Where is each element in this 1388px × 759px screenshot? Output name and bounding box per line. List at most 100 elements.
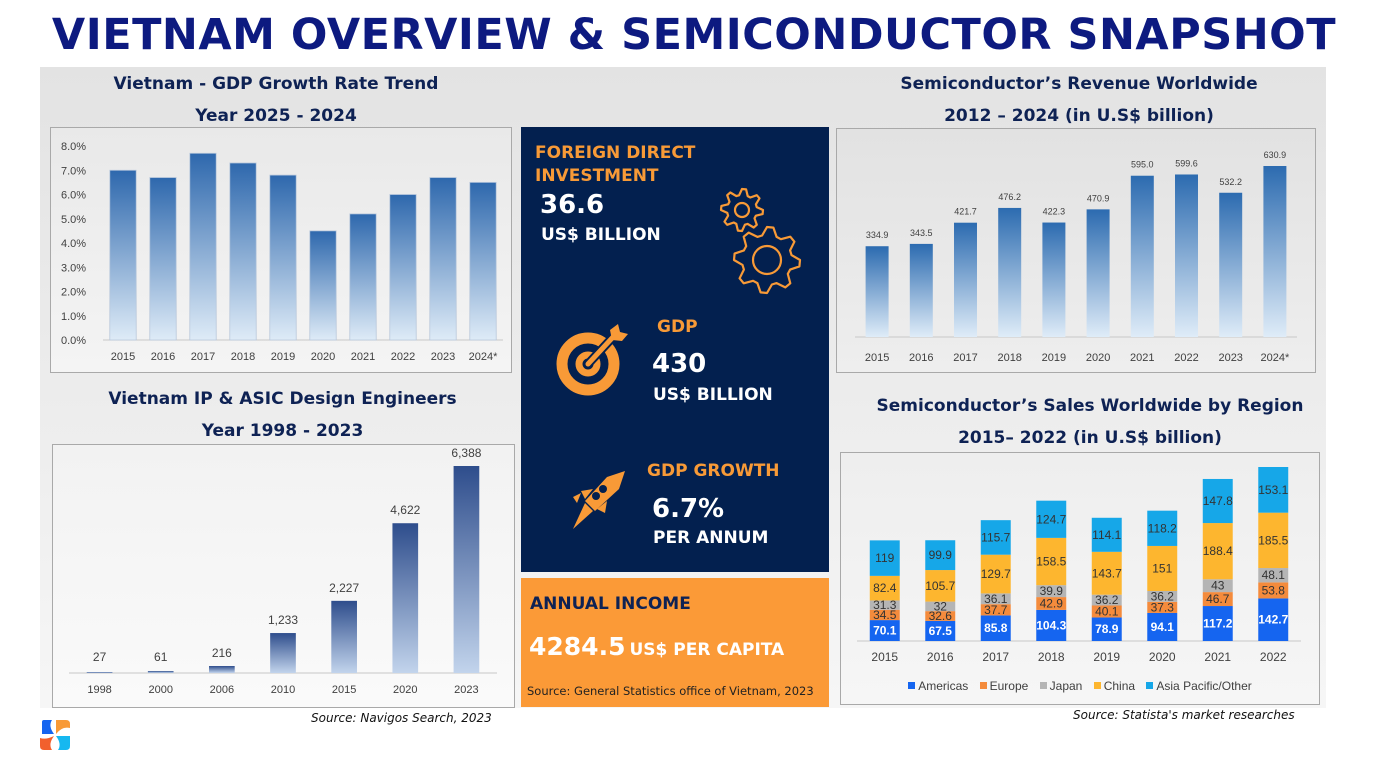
bar-segment [1036, 500, 1067, 538]
bar [270, 633, 296, 673]
segment-label: 36.2 [1095, 593, 1119, 607]
bar [1042, 222, 1066, 337]
segment-label: 32 [934, 599, 948, 613]
bar-segment [1036, 597, 1067, 610]
x-tick-label: 2021 [351, 351, 375, 363]
gears-icon [719, 187, 802, 295]
segment-label: 78.9 [1095, 622, 1119, 636]
data-label: 595.0 [1131, 160, 1154, 170]
bar-segment [925, 540, 956, 571]
legend-label: China [1103, 679, 1136, 693]
bar [998, 207, 1022, 337]
bar-segment [980, 615, 1011, 641]
engineers-chart-svg: 27 1998 61 2000 216 2006 1,233 2010 2,227 2015 4,6… [69, 446, 497, 696]
gdp-value: 430 [652, 349, 707, 379]
bar-segment [869, 540, 900, 576]
x-tick-label: 2022 [1260, 650, 1287, 664]
y-tick-label: 3.0% [61, 262, 86, 274]
bar [189, 152, 217, 341]
segment-label: 43 [1211, 579, 1225, 593]
x-tick-label: 2023 [1218, 352, 1242, 364]
annual-income-value: 4284.5 [529, 632, 626, 661]
bar [109, 169, 137, 341]
x-tick-label: 2017 [982, 650, 1009, 664]
bar-segment [1258, 467, 1289, 513]
x-tick-label: 2022 [1174, 352, 1198, 364]
x-tick-label: 2018 [997, 352, 1021, 364]
gdp-growth-chart: 0.0% 1.0% 2.0% 3.0% 4.0% 5.0% 6.0% 7.0% 8.0% 2015… [50, 127, 512, 373]
legend-swatch [979, 682, 987, 689]
bar-segment [1202, 523, 1233, 580]
segment-label: 48.1 [1262, 568, 1286, 582]
segment-label: 42.9 [1040, 596, 1064, 610]
segment-label: 36.1 [984, 592, 1008, 606]
bar-segment [1258, 512, 1289, 569]
x-tick-label: 2021 [1130, 352, 1154, 364]
bar-segment [1036, 609, 1067, 641]
bar-segment [1091, 551, 1122, 595]
segment-label: 94.1 [1151, 620, 1175, 634]
bar [1175, 174, 1198, 337]
segment-label: 70.1 [873, 624, 897, 638]
revenue-chart-subtitle: 2012 – 2024 (in U.S$ billion) [944, 106, 1214, 126]
segment-label: 32.6 [929, 609, 953, 623]
bar-segment [1258, 582, 1289, 599]
x-tick-label: 2021 [1204, 650, 1231, 664]
bar-segment [869, 575, 900, 601]
legend-label: Europe [989, 679, 1029, 693]
annual-income-panel: ANNUAL INCOME 4284.5 US$ PER CAPITA Sourc… [521, 578, 829, 707]
stats-panel: FOREIGN DIRECT INVESTMENT 36.6 US$ BILLI… [521, 127, 829, 572]
rocket-icon [573, 471, 625, 529]
x-tick-label: 2015 [111, 351, 135, 363]
bar [392, 523, 419, 673]
sales-region-chart: 70.1 34.5 31.3 82.4 119 2015 67.5 32.6 32 105.7 99… [840, 452, 1320, 705]
gdp-label: GDP [657, 317, 698, 337]
x-tick-label: 2015 [332, 684, 356, 696]
bar [309, 230, 337, 341]
x-tick-label: 2017 [191, 351, 215, 363]
sales-source: Source: Statista's market researches [1073, 708, 1295, 722]
bar [1219, 192, 1243, 337]
legend-item-asia-pacific: Asia Pacific/Other [1146, 679, 1252, 693]
bar-segment [1091, 517, 1122, 552]
bar-segment [1202, 579, 1233, 593]
bar [147, 671, 174, 673]
bar-segment [1036, 537, 1067, 586]
x-tick-label: 2020 [1149, 650, 1176, 664]
legend-label: Asia Pacific/Other [1156, 679, 1252, 693]
segment-label: 105.7 [925, 579, 955, 593]
legend-label: Americas [918, 679, 969, 693]
engineers-source: Source: Navigos Search, 2023 [311, 711, 492, 725]
sales-region-chart-svg: 70.1 34.531.3 82.4 119 2015 67.532.632 105.7 99… [857, 467, 1301, 664]
y-tick-label: 6.0% [61, 190, 86, 202]
segment-label: 158.5 [1036, 555, 1066, 569]
legend-item-americas: Americas [908, 679, 968, 693]
bar-segment [980, 604, 1011, 616]
segment-label: 153.1 [1258, 483, 1288, 497]
data-label: 2,227 [329, 581, 359, 595]
segment-label: 147.8 [1203, 494, 1233, 508]
x-tick-label: 2017 [953, 352, 977, 364]
segment-label: 151 [1152, 561, 1172, 575]
bar [429, 177, 457, 341]
segment-label: 143.7 [1092, 566, 1122, 580]
segment-label: 115.7 [981, 530, 1010, 544]
bar-segment [869, 609, 900, 621]
revenue-chart: 334.9 2015 343.5 2016 421.7 2017 476.2 2018 422.… [836, 128, 1316, 373]
gdp-growth-chart-svg: 0.0% 1.0% 2.0% 3.0% 4.0% 5.0% 6.0% 7.0% 8.0% 2015… [61, 141, 503, 363]
bar-segment [1202, 592, 1233, 607]
gdp-growth-label: GDP GROWTH [647, 461, 780, 481]
data-label: 470.9 [1087, 193, 1110, 203]
legend-label: Japan [1049, 679, 1083, 693]
x-tick-label: 2018 [231, 351, 255, 363]
y-tick-label: 4.0% [61, 238, 86, 250]
x-tick-label: 2019 [271, 351, 295, 363]
fdi-unit: US$ BILLION [541, 225, 661, 245]
x-tick-label: 2019 [1093, 650, 1120, 664]
x-tick-label: 1998 [87, 684, 111, 696]
bar [389, 194, 417, 341]
y-tick-label: 8.0% [61, 141, 86, 153]
annual-income-unit: US$ PER CAPITA [629, 640, 785, 660]
legend-swatch [1093, 682, 1101, 689]
page-title: VIETNAM OVERVIEW & SEMICONDUCTOR SNAPSHO… [51, 10, 1337, 60]
